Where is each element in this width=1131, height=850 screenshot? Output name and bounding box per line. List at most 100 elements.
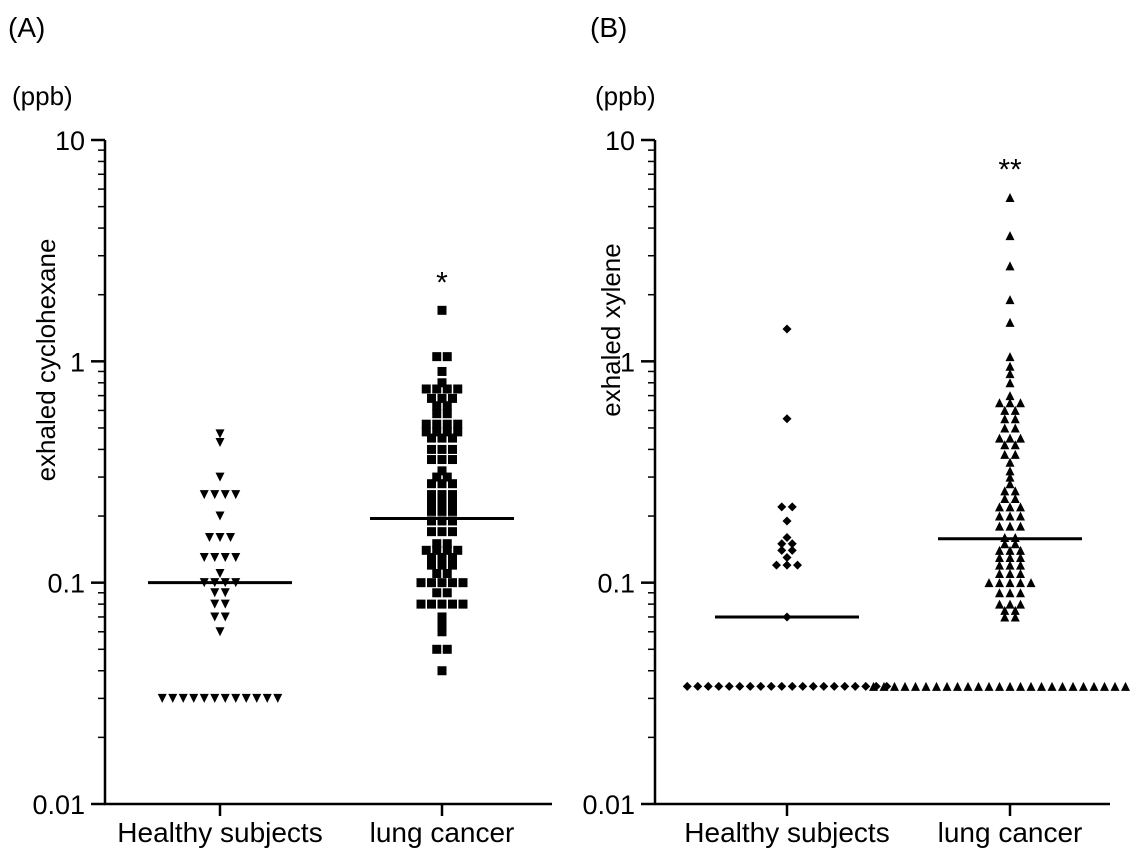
- data-point: [442, 384, 452, 394]
- unit-label: (ppb): [595, 81, 656, 111]
- data-point: [220, 588, 230, 598]
- data-point: [437, 619, 447, 629]
- data-point: [1000, 449, 1010, 459]
- data-point: [798, 681, 808, 691]
- data-point: [241, 693, 251, 703]
- data-point: [437, 479, 447, 489]
- chart-panel-1: [157, 305, 468, 703]
- data-point: [442, 401, 452, 411]
- data-point: [724, 681, 734, 691]
- data-point: [437, 433, 447, 443]
- data-point: [735, 681, 745, 691]
- data-point: [1016, 502, 1025, 512]
- data-point: [1005, 231, 1015, 241]
- data-point: [745, 681, 755, 691]
- data-point: [1010, 440, 1020, 450]
- data-point: [442, 472, 452, 482]
- data-point: [1005, 472, 1015, 482]
- data-point: [220, 490, 230, 500]
- data-point: [427, 490, 436, 500]
- data-point: [1005, 502, 1015, 512]
- panel-label: (A): [8, 12, 45, 43]
- data-point: [1010, 612, 1020, 622]
- data-point: [448, 498, 457, 508]
- data-point: [448, 552, 457, 562]
- data-point: [427, 444, 436, 454]
- data-point: [1010, 449, 1020, 459]
- data-point: [442, 539, 452, 549]
- y-tick-label: 0.1: [597, 569, 635, 599]
- data-point: [1016, 569, 1025, 579]
- data-point: [448, 433, 457, 443]
- data-point: [995, 433, 1004, 443]
- data-point: [432, 384, 442, 394]
- data-point: [995, 502, 1004, 512]
- data-point: [199, 490, 209, 500]
- data-point: [995, 511, 1004, 521]
- data-point: [808, 681, 818, 691]
- data-point: [1005, 599, 1015, 609]
- data-point: [850, 681, 860, 691]
- data-point: [777, 539, 787, 549]
- data-point: [437, 516, 447, 526]
- data-point: [782, 560, 792, 570]
- data-point: [1000, 612, 1010, 622]
- data-point: [782, 532, 792, 542]
- data-point: [1005, 578, 1015, 588]
- data-point: [432, 588, 442, 598]
- data-point: [829, 681, 839, 691]
- data-point: [714, 681, 724, 691]
- data-point: [1000, 440, 1010, 450]
- data-point: [220, 599, 230, 609]
- data-point: [442, 419, 452, 429]
- data-point: [787, 539, 797, 549]
- data-point: [432, 352, 442, 362]
- data-point: [1016, 588, 1025, 598]
- data-point: [974, 681, 983, 691]
- data-point: [210, 599, 220, 609]
- data-point: [210, 693, 220, 703]
- data-point: [231, 490, 241, 500]
- data-point: [782, 516, 792, 526]
- data-point: [427, 433, 436, 443]
- data-point: [984, 681, 994, 691]
- x-category-label: Healthy subjects: [117, 817, 322, 848]
- data-point: [793, 560, 802, 570]
- data-point: [995, 588, 1004, 598]
- data-point: [448, 393, 457, 403]
- data-point: [226, 532, 235, 542]
- data-point: [168, 693, 178, 703]
- data-point: [861, 681, 871, 691]
- data-point: [1005, 511, 1015, 521]
- data-point: [442, 644, 452, 654]
- data-point: [442, 352, 452, 362]
- y-axis-title: exhaled xylene: [596, 243, 626, 416]
- data-point: [421, 427, 431, 437]
- data-point: [442, 409, 452, 419]
- data-point: [787, 545, 797, 555]
- data-point: [782, 324, 792, 334]
- data-point: [787, 502, 797, 512]
- data-point: [995, 398, 1004, 408]
- data-point: [437, 378, 447, 388]
- data-point: [432, 427, 442, 437]
- data-point: [432, 644, 442, 654]
- data-point: [215, 511, 225, 521]
- data-point: [1016, 552, 1025, 562]
- data-point: [210, 612, 220, 622]
- data-point: [448, 506, 457, 516]
- data-point: [215, 532, 225, 542]
- data-point: [448, 578, 457, 588]
- data-point: [911, 681, 920, 691]
- data-point: [427, 479, 436, 489]
- data-point: [1005, 569, 1015, 579]
- data-point: [777, 502, 787, 512]
- data-point: [1047, 681, 1057, 691]
- data-point: [210, 490, 220, 500]
- data-point: [448, 527, 457, 537]
- data-point: [273, 693, 283, 703]
- data-point: [984, 578, 994, 588]
- data-point: [427, 527, 436, 537]
- data-point: [1005, 378, 1015, 388]
